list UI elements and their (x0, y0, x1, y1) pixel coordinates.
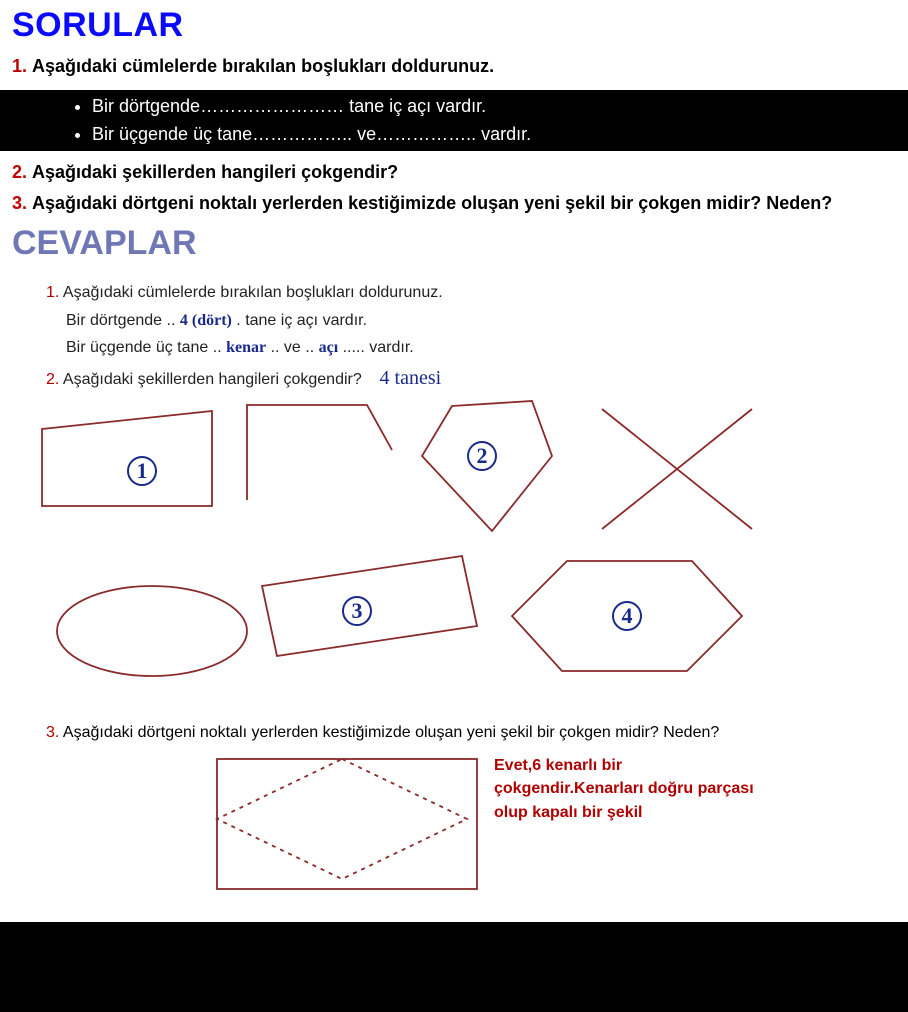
a3-number: 3. (46, 724, 59, 741)
shape-label-1: 1 (127, 456, 157, 486)
heading-cevaplar: CEVAPLAR (12, 224, 896, 263)
a3-text: Aşağıdaki dörtgeni noktalı yerlerden kes… (63, 724, 719, 741)
q1-bullets-strip: Bir dörtgende…………………… tane iç açı vardır… (0, 90, 908, 152)
a1-line2-pre: Bir üçgende üç tane .. (66, 339, 222, 356)
questions-and-answers-block: 2. Aşağıdaki şekillerden hangileri çokge… (0, 151, 908, 922)
q2-text: Aşağıdaki şekillerden hangileri çokgendi… (32, 162, 398, 182)
shape-label-3: 3 (342, 596, 372, 626)
answer-2-line: 2. Aşağıdaki şekillerden hangileri çokge… (46, 361, 856, 395)
question-2: 2. Aşağıdaki şekillerden hangileri çokge… (12, 157, 896, 188)
a1-line2-hand1: kenar (226, 339, 266, 356)
bottom-black-spacer (0, 922, 908, 1012)
q3-number: 3. (12, 193, 27, 213)
answers-area: 1. Aşağıdaki cümlelerde bırakılan boşluk… (12, 273, 896, 914)
answer-1-line2: Bir üçgende üç tane .. kenar .. ve .. aç… (66, 334, 856, 361)
q1-text: Aşağıdaki cümlelerde bırakılan boşluklar… (32, 56, 494, 76)
a1-line1-hand: 4 (dört) (180, 312, 232, 329)
q1-number: 1. (12, 56, 27, 76)
a2-number: 2. (46, 371, 59, 388)
shapes-area: 1 2 3 4 (12, 401, 896, 701)
questions-header-block: SORULAR 1. Aşağıdaki cümlelerde bırakıla… (0, 0, 908, 90)
shape-open-quad (247, 405, 407, 515)
q2-number: 2. (12, 162, 27, 182)
a1-intro-text: Aşağıdaki cümlelerde bırakılan boşluklar… (63, 284, 443, 301)
shape-label-2: 2 (467, 441, 497, 471)
answer-1-intro: 1. Aşağıdaki cümlelerde bırakılan boşluk… (46, 279, 856, 306)
q3-text: Aşağıdaki dörtgeni noktalı yerlerden kes… (32, 193, 832, 213)
shape-pentagon (422, 401, 562, 541)
a1-line2-hand2: açı (319, 339, 339, 356)
q3-diagram (212, 754, 482, 894)
a1-number: 1. (46, 284, 59, 301)
shape-x-cross (602, 409, 762, 539)
question-1: 1. Aşağıdaki cümlelerde bırakılan boşluk… (12, 51, 896, 82)
a1-line2-post: ..... vardır. (343, 339, 414, 356)
heading-sorular: SORULAR (12, 6, 896, 45)
q1-bullet-2: Bir üçgende üç tane…………….. ve…………….. var… (92, 120, 896, 149)
a3-answer-text: Evet,6 kenarlı bir çokgendir.Kenarları d… (494, 754, 754, 824)
answer-3-area: 3. Aşağıdaki dörtgeni noktalı yerlerden … (12, 719, 896, 894)
a1-line1-pre: Bir dörtgende .. (66, 312, 175, 329)
a2-text: Aşağıdaki şekillerden hangileri çokgendi… (63, 371, 362, 388)
answer-1-line1: Bir dörtgende .. 4 (dört) . tane iç açı … (66, 307, 856, 334)
shape-ellipse (52, 581, 252, 681)
a1-line2-mid: .. ve .. (271, 339, 315, 356)
a1-line1-post: . tane iç açı vardır. (236, 312, 367, 329)
question-3: 3. Aşağıdaki dörtgeni noktalı yerlerden … (12, 188, 896, 219)
answer-3-question: 3. Aşağıdaki dörtgeni noktalı yerlerden … (46, 719, 856, 746)
a2-hand: 4 tanesi (380, 367, 442, 389)
shape-rect-tilt (262, 556, 492, 666)
shape-label-4: 4 (612, 601, 642, 631)
q1-bullet-list: Bir dörtgende…………………… tane iç açı vardır… (92, 92, 896, 150)
q1-bullet-1: Bir dörtgende…………………… tane iç açı vardır… (92, 92, 896, 121)
